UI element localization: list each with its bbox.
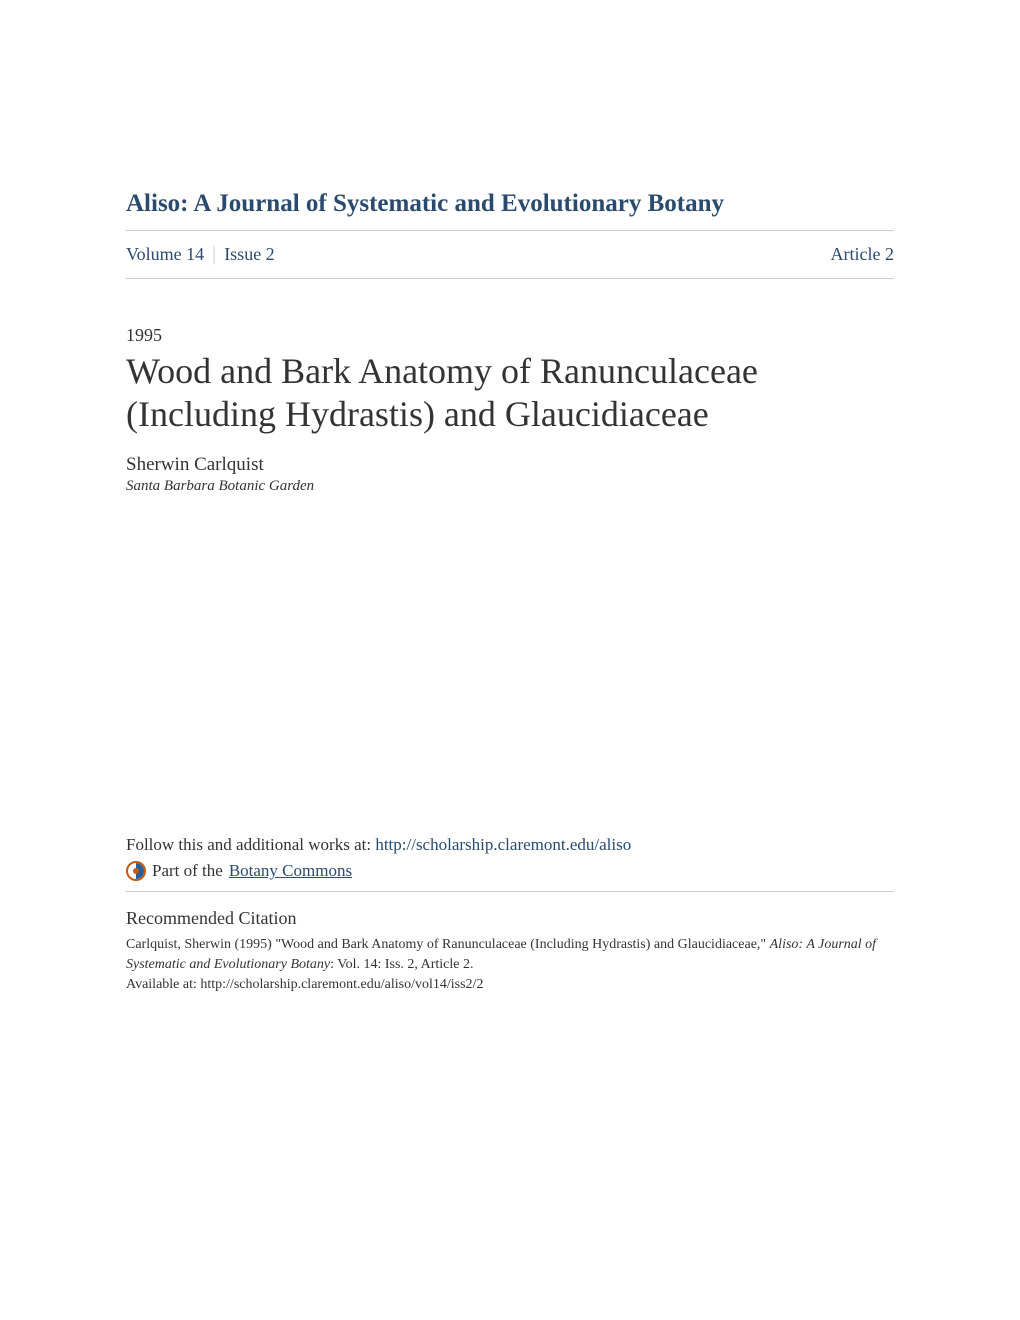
volume-link[interactable]: Volume 14 — [126, 244, 204, 265]
citation-text: Carlquist, Sherwin (1995) "Wood and Bark… — [126, 935, 894, 974]
follow-link[interactable]: http://scholarship.claremont.edu/aliso — [375, 835, 631, 854]
spacer — [126, 495, 894, 835]
citation-part2: : Vol. 14: Iss. 2, Article 2. — [330, 957, 473, 972]
issue-left: Volume 14 | Issue 2 — [126, 243, 275, 266]
publication-year: 1995 — [126, 325, 894, 346]
citation-part1: Carlquist, Sherwin (1995) "Wood and Bark… — [126, 937, 770, 952]
issue-divider: | — [212, 243, 216, 266]
available-url: http://scholarship.claremont.edu/aliso/v… — [200, 977, 483, 992]
recommended-citation-heading: Recommended Citation — [126, 908, 894, 929]
available-at: Available at: http://scholarship.claremo… — [126, 977, 894, 993]
part-of-prefix: Part of the — [152, 861, 223, 881]
article-title: Wood and Bark Anatomy of Ranunculaceae (… — [126, 350, 894, 436]
journal-title[interactable]: Aliso: A Journal of Systematic and Evolu… — [126, 190, 894, 218]
available-prefix: Available at: — [126, 977, 200, 992]
botany-commons-link[interactable]: Botany Commons — [229, 861, 352, 881]
part-of-row: Part of the Botany Commons — [126, 861, 894, 881]
section-divider — [126, 891, 894, 892]
author-name: Sherwin Carlquist — [126, 454, 894, 476]
author-affiliation: Santa Barbara Botanic Garden — [126, 478, 894, 495]
article-number-link[interactable]: Article 2 — [831, 244, 894, 265]
issue-link[interactable]: Issue 2 — [224, 244, 275, 265]
issue-row: Volume 14 | Issue 2 Article 2 — [126, 230, 894, 279]
commons-icon — [126, 861, 146, 881]
follow-prefix: Follow this and additional works at: — [126, 835, 375, 854]
follow-text: Follow this and additional works at: htt… — [126, 835, 894, 855]
